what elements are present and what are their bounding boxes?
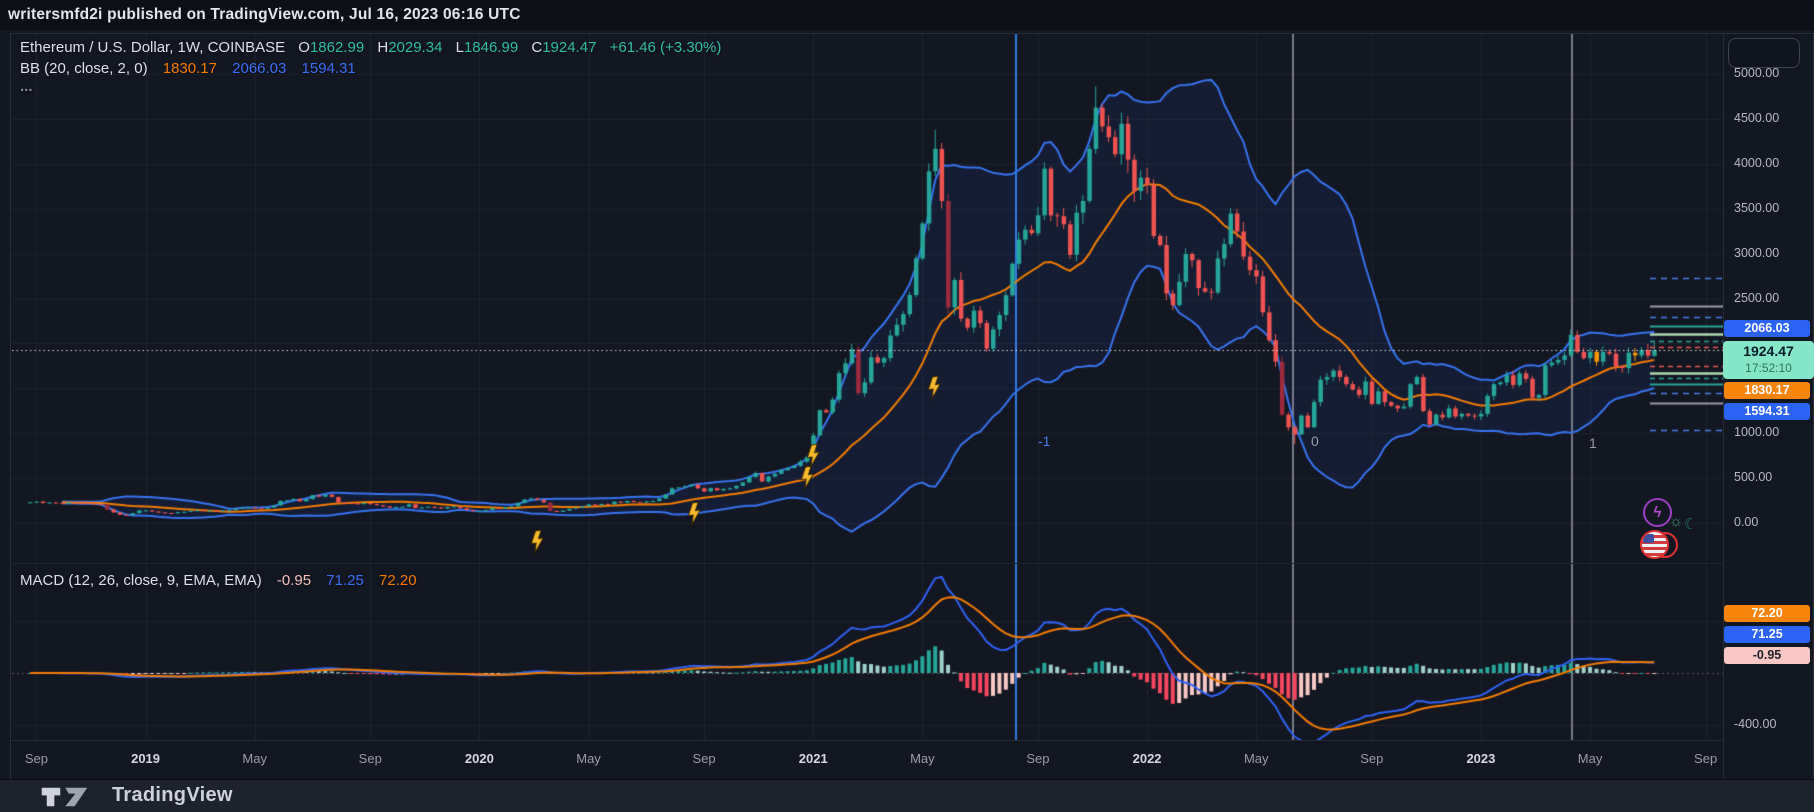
time-axis-label: Sep [24, 751, 48, 766]
macd-pane-canvas[interactable] [12, 564, 1723, 740]
bb-legend[interactable]: BB (20, close, 2, 0) 1830.17 2066.03 159… [20, 60, 356, 77]
close-label: C [531, 39, 543, 56]
us-flag-icon[interactable] [1640, 530, 1669, 559]
macd-signal-value: 72.20 [379, 572, 417, 589]
price-pane-canvas[interactable] [12, 34, 1723, 564]
bb-basis-value: 1830.17 [162, 60, 217, 77]
flag-canton [1643, 534, 1654, 543]
time-axis-label: Sep [692, 751, 716, 766]
time-axis-label: 2019 [131, 751, 161, 766]
macd-line-badge: 71.25 [1724, 626, 1810, 643]
bb-title[interactable]: BB (20, close, 2, 0) [20, 60, 148, 77]
macd-hist-badge: -0.95 [1724, 647, 1810, 664]
macd-axis-label: -400.00 [1734, 716, 1777, 731]
time-axis-label: Sep [1026, 751, 1050, 766]
bb-basis-badge: 1830.17 [1724, 382, 1810, 399]
time-axis-label: 2023 [1466, 751, 1496, 766]
bb-lower-value: 1594.31 [301, 60, 356, 77]
pane-separator [12, 563, 1723, 564]
time-axis-label: Sep [1360, 751, 1384, 766]
price-axis-label: 2500.00 [1734, 290, 1780, 305]
price-axis-label: 3500.00 [1734, 200, 1780, 215]
bar-index-label: 0 [1311, 433, 1319, 449]
moon-icon[interactable]: ☾ [1684, 516, 1698, 533]
macd-hist-value: -0.95 [276, 572, 312, 589]
time-axis-label: 2022 [1132, 751, 1162, 766]
tradingview-logo-icon[interactable] [40, 786, 94, 808]
time-axis-label: Sep [358, 751, 382, 766]
bar-index-label: -1 [1038, 433, 1051, 449]
lightning-glyph: ϟ [1653, 504, 1662, 521]
macd-legend[interactable]: MACD (12, 26, close, 9, EMA, EMA) -0.95 … [20, 572, 417, 589]
bb-lower-badge: 1594.31 [1724, 403, 1810, 420]
footer-bar: TradingView [0, 779, 1814, 812]
low-label: L [455, 39, 464, 56]
macd-signal-badge: 72.20 [1724, 605, 1810, 622]
time-axis-label: May [910, 751, 935, 766]
time-axis-label: 2021 [798, 751, 828, 766]
time-axis-label: May [1577, 751, 1603, 766]
attribution-text: writersmfd2i published on TradingView.co… [8, 6, 521, 23]
lightning-circle-icon[interactable]: ϟ [1643, 498, 1672, 527]
open-value: 1862.99 [309, 39, 365, 56]
tradingview-wordmark[interactable]: TradingView [112, 784, 233, 806]
price-axis-label: 5000.00 [1734, 66, 1780, 80]
bb-upper-value: 2066.03 [232, 60, 287, 77]
low-value: 1846.99 [463, 39, 519, 56]
high-label: H [377, 39, 389, 56]
last-price-value: 1924.47 [1743, 343, 1794, 359]
sun-icon[interactable]: ☼ [1669, 513, 1683, 530]
symbol-legend[interactable]: Ethereum / U.S. Dollar, 1W, COINBASE O18… [20, 39, 721, 56]
last-price-badge: 1924.47 17:52:10 [1723, 341, 1814, 379]
price-axis-separator [1723, 34, 1724, 779]
time-axis-separator [12, 740, 1723, 741]
attribution-bar: writersmfd2i published on TradingView.co… [0, 0, 1814, 30]
price-axis-label: 4500.00 [1734, 110, 1780, 125]
time-axis-label: May [242, 751, 267, 766]
price-axis-label: 1000.00 [1734, 425, 1780, 440]
bar-index-label: 1 [1589, 435, 1597, 451]
price-axis-label: 4000.00 [1734, 155, 1780, 170]
bar-countdown: 17:52:10 [1745, 361, 1792, 375]
time-axis-label: Sep [1694, 751, 1718, 766]
time-axis-label: 2020 [464, 751, 494, 766]
macd-title[interactable]: MACD (12, 26, close, 9, EMA, EMA) [20, 572, 262, 589]
high-value: 2029.34 [388, 39, 443, 56]
bb-upper-badge: 2066.03 [1724, 320, 1810, 337]
open-label: O [298, 39, 310, 56]
symbol-title[interactable]: Ethereum / U.S. Dollar, 1W, COINBASE [20, 39, 286, 56]
price-axis-label: 3000.00 [1734, 245, 1780, 260]
macd-line-value: 71.25 [326, 572, 364, 589]
watermark-box[interactable] [1728, 38, 1800, 68]
price-axis-label: 500.00 [1734, 470, 1773, 485]
change-value: +61.46 (+3.30%) [609, 39, 722, 56]
time-axis-label: May [1243, 751, 1269, 766]
time-axis-label: May [576, 751, 601, 766]
price-axis-label: 0.00 [1734, 515, 1759, 529]
more-indicators-ellipsis[interactable]: ... [20, 78, 33, 95]
close-value: 1924.47 [542, 39, 597, 56]
